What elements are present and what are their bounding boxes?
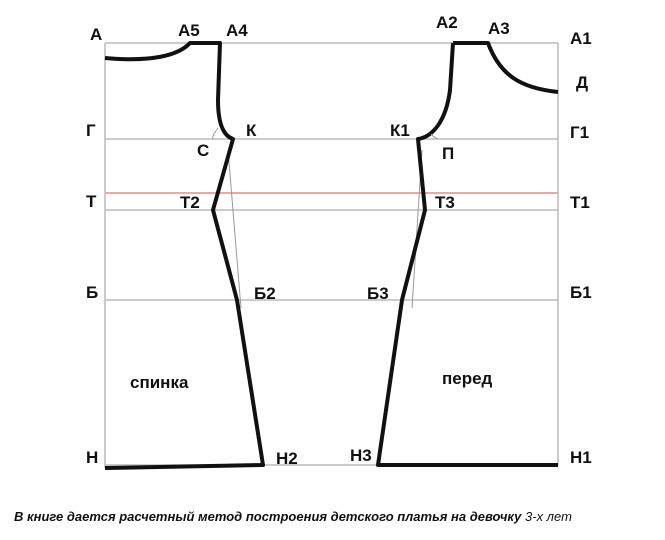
point-label: Б2 bbox=[254, 284, 276, 303]
point-label: Т bbox=[86, 192, 97, 211]
point-label: А5 bbox=[178, 21, 200, 40]
point-label: А1 bbox=[570, 29, 592, 48]
caption: В книге дается расчетный метод построени… bbox=[14, 509, 572, 524]
point-label: Т3 bbox=[435, 193, 455, 212]
construction-lines bbox=[104, 42, 559, 468]
point-label: Н1 bbox=[570, 448, 592, 467]
point-label: А3 bbox=[488, 19, 510, 38]
point-label: Н bbox=[86, 448, 98, 467]
caption-main: В книге дается расчетный метод построени… bbox=[14, 509, 522, 524]
point-label: С bbox=[197, 141, 209, 160]
point-labels: А А5 А4 А2 А3 А1 Д Г К С К1 П Г1 Т Т2 Т3… bbox=[86, 13, 592, 468]
point-label: А bbox=[90, 25, 102, 44]
point-label: А2 bbox=[436, 13, 458, 32]
caption-rest: 3-х лет bbox=[525, 509, 572, 524]
point-label: Б1 bbox=[570, 283, 592, 302]
point-label: П bbox=[442, 144, 454, 163]
piece-label: спинка bbox=[130, 373, 189, 392]
point-label: Н3 bbox=[350, 446, 372, 465]
pattern-outline bbox=[104, 41, 559, 470]
point-label: Г1 bbox=[570, 123, 589, 142]
point-label: Г bbox=[86, 121, 96, 140]
piece-label: перед bbox=[442, 369, 493, 388]
point-label: Н2 bbox=[276, 449, 298, 468]
point-label: Т1 bbox=[570, 193, 590, 212]
point-label: Т2 bbox=[180, 193, 200, 212]
point-label: Д bbox=[576, 73, 588, 92]
point-label: А4 bbox=[226, 21, 248, 40]
point-label: К1 bbox=[390, 121, 410, 140]
point-label: Б3 bbox=[367, 284, 389, 303]
point-label: К bbox=[246, 121, 257, 140]
pattern-diagram: А А5 А4 А2 А3 А1 Д Г К С К1 П Г1 Т Т2 Т3… bbox=[86, 13, 592, 470]
point-label: Б bbox=[86, 283, 98, 302]
